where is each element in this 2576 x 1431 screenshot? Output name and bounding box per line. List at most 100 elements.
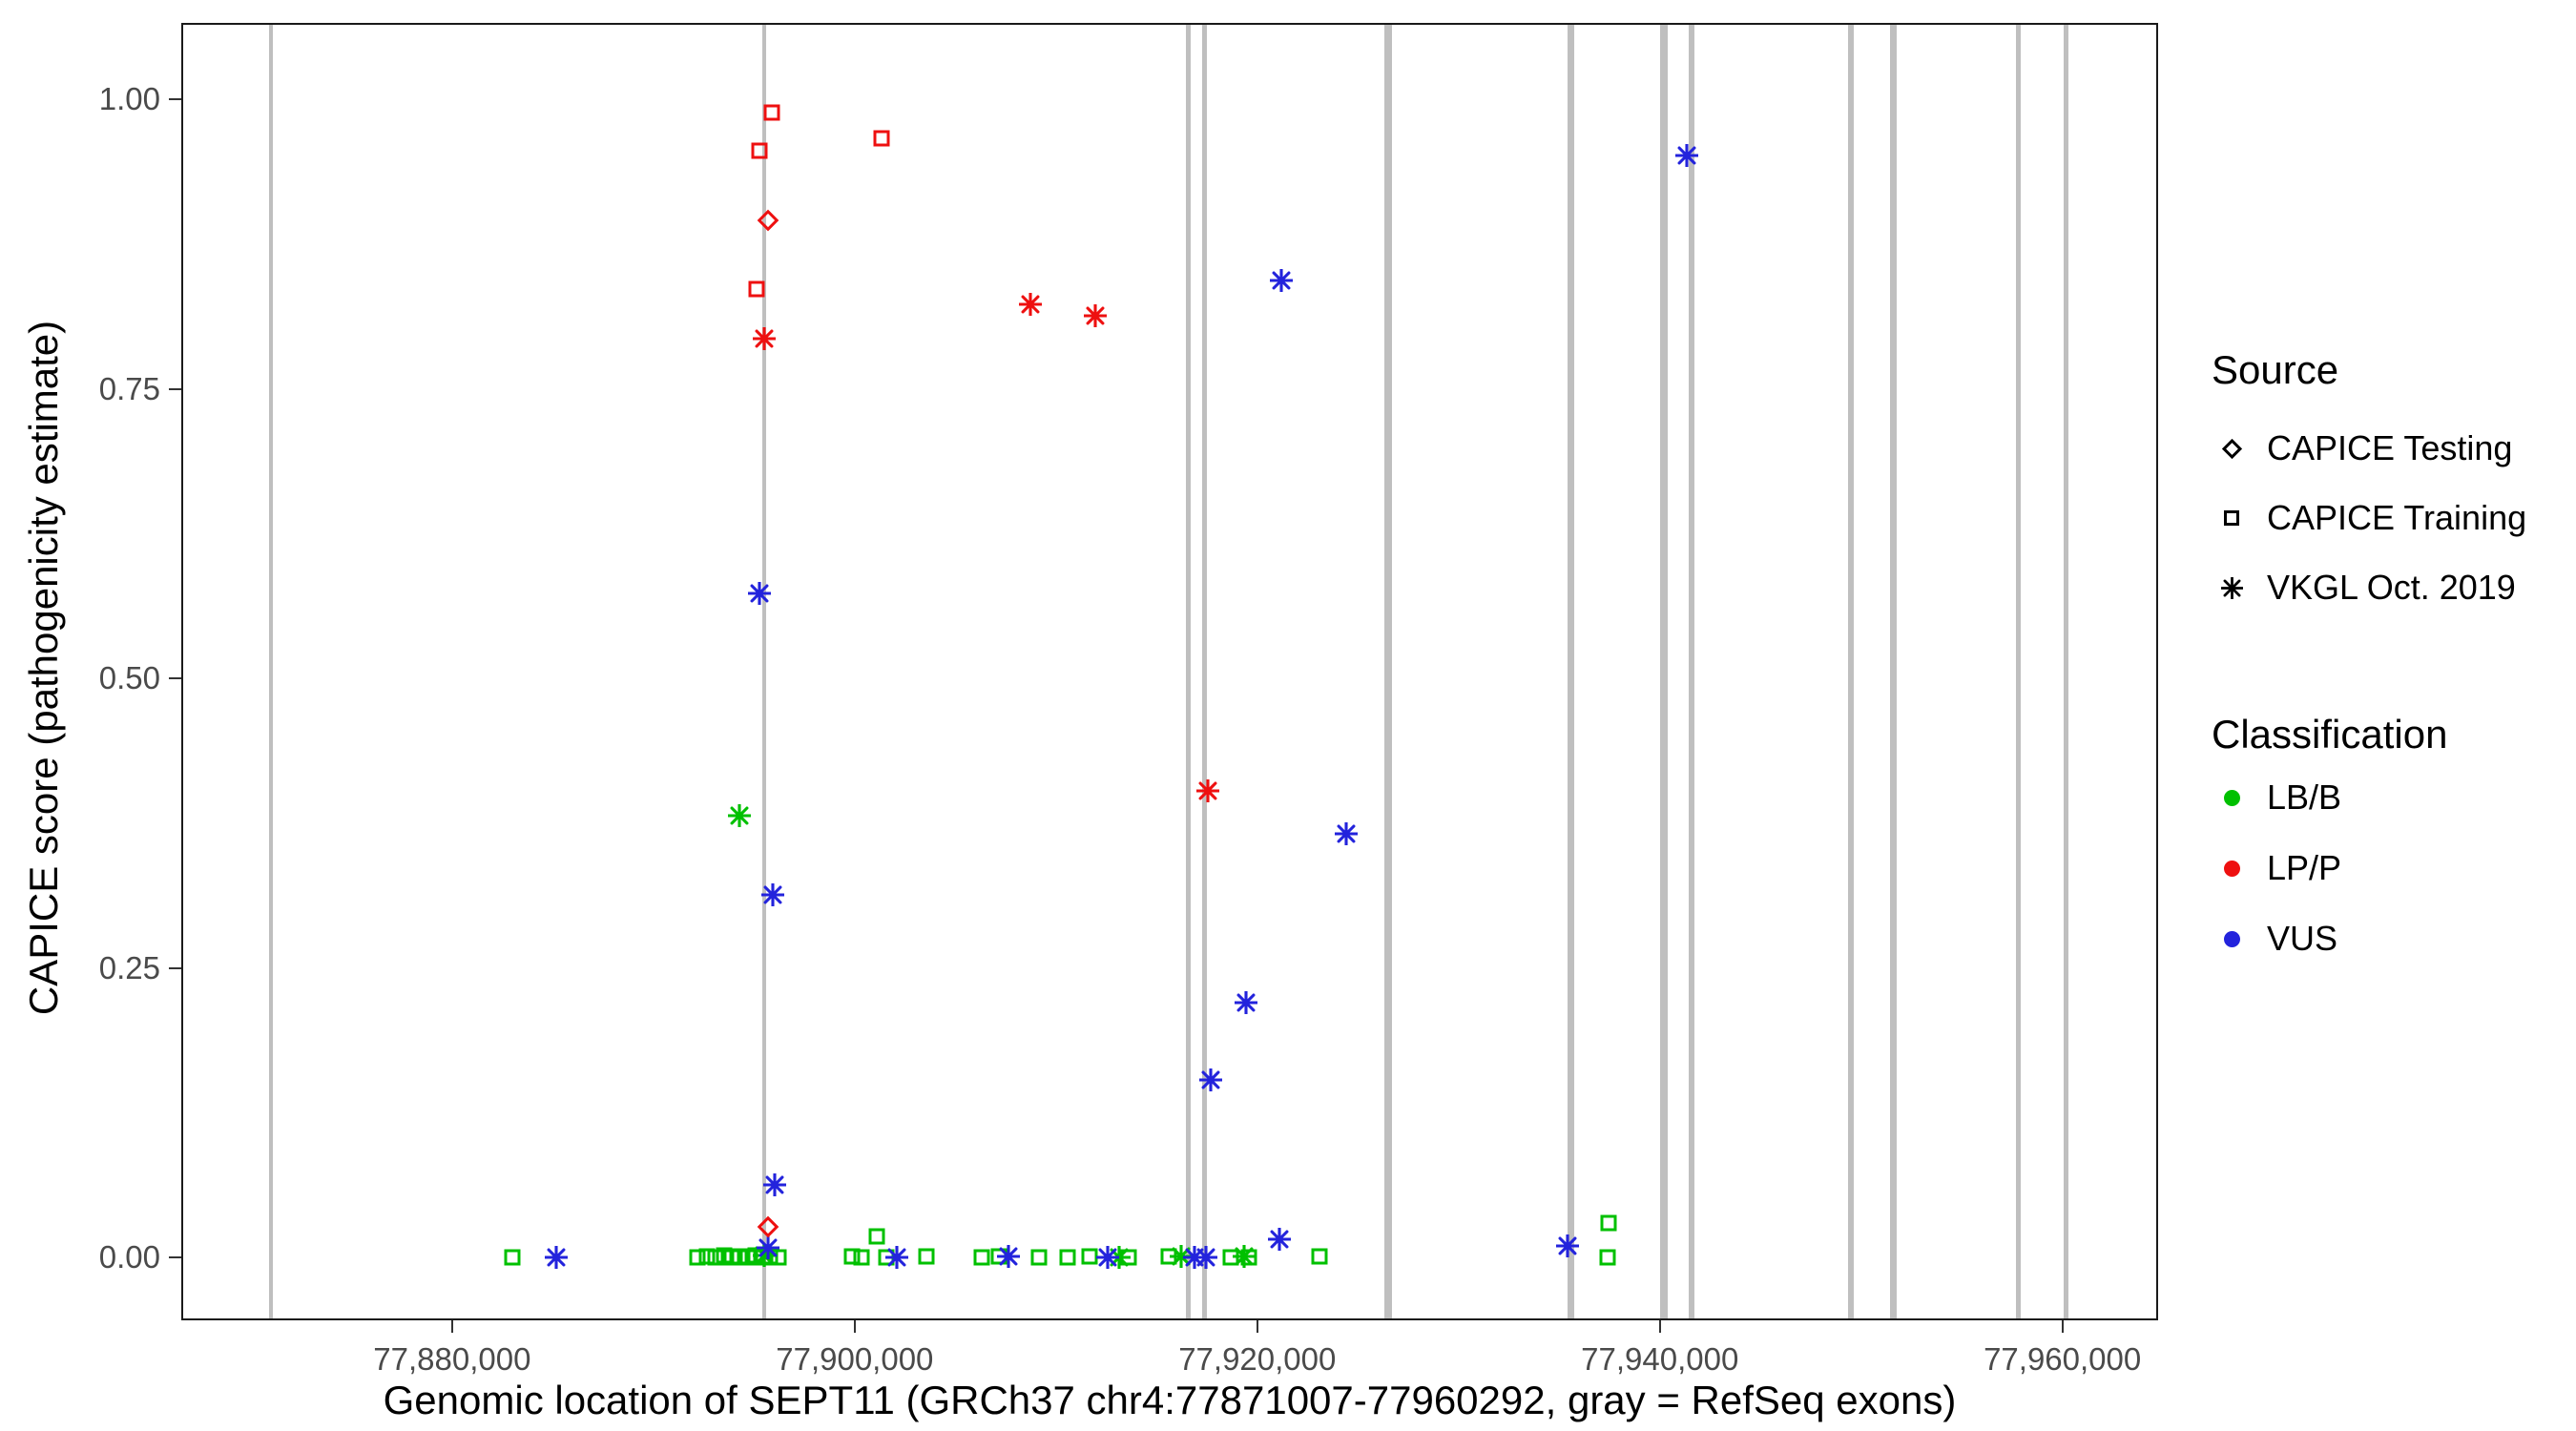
y-axis-tick-label: 0.50 bbox=[98, 660, 160, 696]
refseq-exon-bar bbox=[268, 25, 273, 1318]
legend-classification-item: VUS bbox=[2215, 916, 2337, 962]
data-point-square bbox=[1059, 1249, 1076, 1266]
data-point-square bbox=[1600, 1214, 1617, 1232]
data-point-square bbox=[1160, 1248, 1177, 1265]
data-point-square bbox=[763, 104, 780, 121]
refseq-exon-bar bbox=[2015, 25, 2021, 1318]
data-point-asterisk bbox=[1334, 821, 1358, 845]
refseq-exon-bar bbox=[1889, 25, 1897, 1318]
data-point-square bbox=[1240, 1249, 1257, 1266]
data-point-square bbox=[1120, 1249, 1137, 1266]
legend-classification-item: LB/B bbox=[2215, 775, 2341, 820]
legend-classification-title: Classification bbox=[2212, 712, 2448, 757]
data-point-square bbox=[751, 142, 768, 159]
x-axis-tick bbox=[1658, 1320, 1661, 1333]
data-point-square bbox=[1222, 1249, 1239, 1266]
data-point-asterisk bbox=[753, 327, 777, 351]
data-point-square bbox=[770, 1249, 787, 1266]
data-point-asterisk bbox=[544, 1246, 568, 1269]
x-axis-tick bbox=[450, 1320, 453, 1333]
y-axis-tick bbox=[169, 387, 181, 390]
legend: Source CAPICE Testing CAPICE Training VKGL… bbox=[2212, 0, 2576, 1431]
data-point-asterisk bbox=[757, 1236, 780, 1260]
data-point-square bbox=[1030, 1249, 1048, 1266]
x-axis-tick bbox=[2061, 1320, 2064, 1333]
data-point-asterisk bbox=[1555, 1234, 1579, 1257]
data-point-square bbox=[1081, 1248, 1097, 1265]
legend-source-label: VKGL Oct. 2019 bbox=[2267, 568, 2516, 607]
color-key-icon bbox=[2215, 781, 2248, 814]
legend-classification-label: LP/P bbox=[2267, 848, 2342, 887]
data-point-asterisk bbox=[728, 804, 752, 828]
x-axis-tick bbox=[1256, 1320, 1258, 1333]
legend-source-title: Source bbox=[2212, 347, 2339, 392]
y-axis-tick bbox=[169, 98, 181, 101]
x-axis-tick bbox=[853, 1320, 856, 1333]
data-point-asterisk bbox=[1194, 1246, 1217, 1269]
legend-classification-label: VUS bbox=[2267, 919, 2338, 958]
data-point-square bbox=[748, 280, 765, 298]
color-key-icon bbox=[2215, 923, 2248, 955]
x-axis-title: Genomic location of SEPT11 (GRCh37 chr4:… bbox=[383, 1378, 1957, 1422]
legend-classification-label: LB/B bbox=[2267, 778, 2342, 817]
legend-classification-item: LP/P bbox=[2215, 845, 2341, 891]
data-point-square bbox=[873, 130, 890, 147]
refseq-exon-bar bbox=[1848, 25, 1855, 1318]
x-axis-tick-label: 77,920,000 bbox=[1178, 1341, 1337, 1377]
data-point-square bbox=[918, 1248, 935, 1265]
data-point-asterisk bbox=[1199, 1068, 1223, 1092]
x-axis-tick-label: 77,880,000 bbox=[373, 1341, 531, 1377]
refseq-exon-bar bbox=[1659, 25, 1668, 1318]
legend-source-item: CAPICE Training bbox=[2215, 495, 2526, 541]
square-key-icon bbox=[2215, 502, 2248, 534]
data-point-asterisk bbox=[761, 882, 785, 906]
y-axis-tick-label: 0.75 bbox=[98, 370, 160, 406]
refseq-exon-bar bbox=[1383, 25, 1392, 1318]
plot-panel bbox=[181, 23, 2158, 1320]
data-point-asterisk bbox=[748, 582, 772, 606]
data-point-diamond bbox=[757, 209, 779, 232]
data-point-square bbox=[853, 1249, 870, 1266]
refseq-exon-bar bbox=[1186, 25, 1192, 1318]
data-point-asterisk bbox=[762, 1172, 786, 1196]
y-axis-tick-label: 0.25 bbox=[98, 949, 160, 985]
data-point-square bbox=[843, 1248, 861, 1265]
data-point-asterisk bbox=[1267, 1227, 1291, 1251]
data-point-square bbox=[698, 1248, 716, 1265]
x-axis-tick-label: 77,960,000 bbox=[1984, 1341, 2142, 1377]
refseq-exon-bar bbox=[1689, 25, 1695, 1318]
data-point-square bbox=[868, 1228, 885, 1245]
data-point-square bbox=[1311, 1248, 1328, 1265]
data-point-square bbox=[1599, 1249, 1616, 1266]
y-axis-tick bbox=[169, 1256, 181, 1259]
refseq-exon-bar bbox=[761, 25, 766, 1318]
data-point-square bbox=[504, 1249, 521, 1266]
y-axis-tick-label: 1.00 bbox=[98, 81, 160, 117]
color-key-icon bbox=[2215, 852, 2248, 884]
data-point-asterisk bbox=[1269, 269, 1293, 293]
legend-source-label: CAPICE Testing bbox=[2267, 428, 2513, 467]
y-axis-tick bbox=[169, 966, 181, 969]
legend-source-label: CAPICE Training bbox=[2267, 498, 2527, 537]
x-axis-tick-label: 77,900,000 bbox=[776, 1341, 934, 1377]
data-point-asterisk bbox=[1084, 303, 1108, 327]
data-point-asterisk bbox=[884, 1246, 908, 1269]
data-point-asterisk bbox=[997, 1244, 1021, 1268]
diamond-key-icon bbox=[2215, 432, 2248, 465]
y-axis-tick-label: 0.00 bbox=[98, 1239, 160, 1275]
legend-source-item: VKGL Oct. 2019 bbox=[2215, 565, 2516, 611]
y-axis-tick bbox=[169, 677, 181, 680]
x-axis-tick-label: 77,940,000 bbox=[1581, 1341, 1739, 1377]
data-point-asterisk bbox=[1675, 144, 1699, 168]
data-point-asterisk bbox=[1195, 778, 1219, 802]
legend-source-item: CAPICE Testing bbox=[2215, 425, 2512, 471]
refseq-exon-bar bbox=[2064, 25, 2069, 1318]
data-point-square bbox=[973, 1249, 990, 1266]
refseq-exon-bar bbox=[1202, 25, 1208, 1318]
data-point-asterisk bbox=[1019, 292, 1043, 316]
data-point-square bbox=[689, 1249, 706, 1266]
data-point-diamond bbox=[757, 1216, 779, 1238]
data-point-asterisk bbox=[1095, 1246, 1119, 1269]
asterisk-key-icon bbox=[2215, 571, 2248, 604]
data-point-asterisk bbox=[1234, 990, 1257, 1014]
